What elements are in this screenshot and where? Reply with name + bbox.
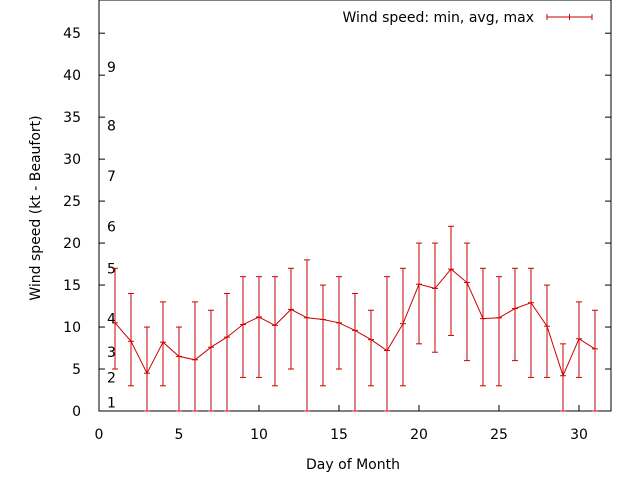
y-tick-label: 30 [63,152,81,168]
beaufort-label: 5 [107,261,116,277]
y-tick-label: 0 [72,404,81,420]
x-tick-label: 30 [570,427,588,443]
y-tick-label: 35 [63,110,81,126]
y-tick-label: 45 [63,26,81,42]
x-tick-label: 15 [330,427,348,443]
y-tick-label: 10 [63,320,81,336]
beaufort-label: 8 [107,119,116,135]
beaufort-label: 4 [107,312,116,328]
beaufort-label: 6 [107,219,116,235]
x-tick-label: 0 [95,427,104,443]
y-axis-label: Wind speed (kt - Beaufort) [28,115,44,300]
y-tick-label: 20 [63,236,81,252]
beaufort-labels: 1 2 3 4 5 6 7 8 9 [107,60,116,412]
legend-label: Wind speed: min, avg, max [342,10,534,26]
x-tick-label: 25 [490,427,508,443]
x-axis-label: Day of Month [306,457,400,473]
x-tick-label: 5 [175,427,184,443]
y-tick-label: 25 [63,194,81,210]
y-tick-label: 40 [63,68,81,84]
y-tick-label: 5 [72,362,81,378]
y-tick-label: 15 [63,278,81,294]
series-layer [112,225,598,412]
x-tick-label: 10 [250,427,268,443]
x-tick-label: 20 [410,427,428,443]
beaufort-label: 7 [107,169,116,185]
beaufort-label: 2 [107,370,116,386]
beaufort-label: 3 [107,345,116,361]
legend: Wind speed: min, avg, max [342,10,593,26]
beaufort-label: 1 [107,396,116,412]
beaufort-label: 9 [107,60,116,76]
